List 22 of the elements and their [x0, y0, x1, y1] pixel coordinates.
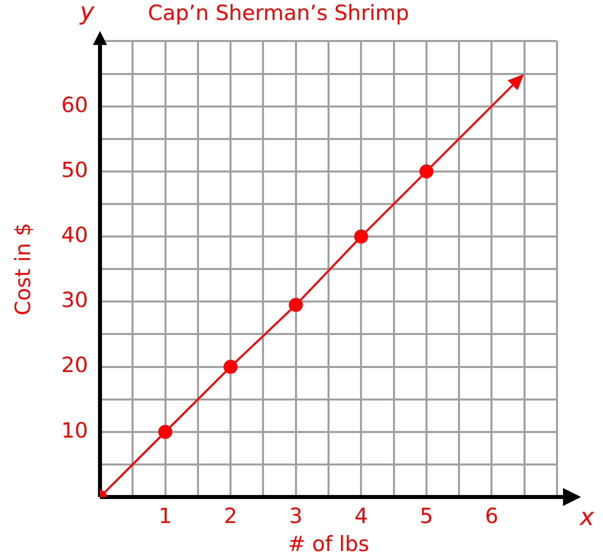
text: y	[79, 0, 95, 26]
chart-title: Cap’n Sherman’s Shrimp	[148, 1, 410, 26]
x-tick-label: 2	[224, 504, 238, 528]
point	[158, 424, 172, 439]
x-tick-label: 1	[158, 504, 172, 528]
y-tick-label: 10	[61, 418, 88, 442]
y-tick-label: 50	[61, 158, 88, 182]
x-axis-title: # of lbs	[288, 532, 370, 556]
y-tick-label: 30	[61, 288, 88, 312]
point	[419, 164, 434, 178]
x-tick-label: 5	[420, 504, 434, 528]
y-tick-label: 20	[61, 353, 88, 378]
point	[224, 360, 238, 374]
y-axis-title: Cost in $	[11, 222, 36, 316]
y-tick-label: 40	[61, 222, 88, 247]
x-tick-label: 6	[485, 504, 498, 528]
y-tick-label: 60	[61, 92, 88, 117]
point	[288, 298, 303, 312]
x-tick-label: 4	[354, 504, 368, 528]
text: x	[578, 503, 595, 532]
x-tick-label: 3	[289, 504, 303, 528]
point	[354, 230, 368, 244]
